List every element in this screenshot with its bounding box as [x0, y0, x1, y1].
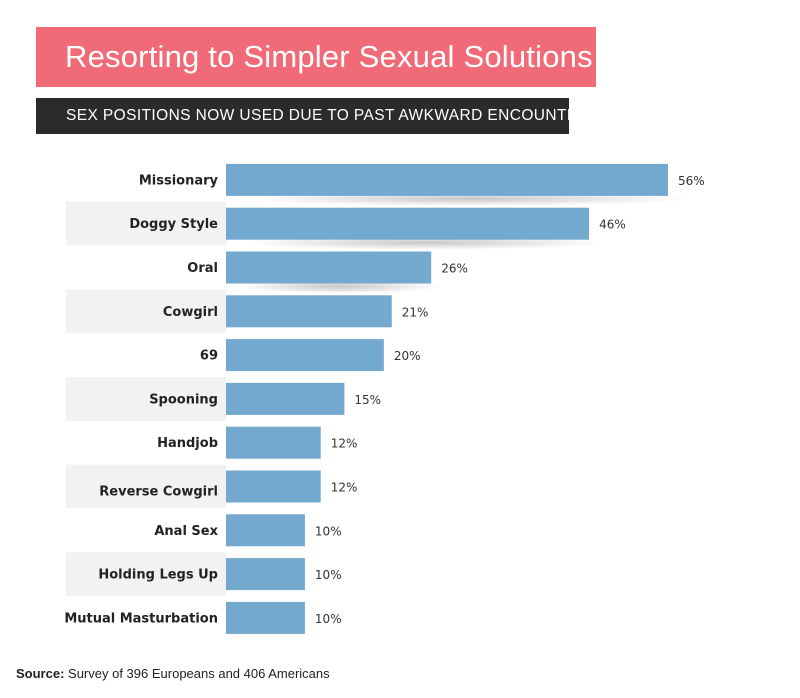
source-label: Source: [16, 666, 65, 681]
row-stripe [66, 289, 226, 334]
chart-subtitle: SEX POSITIONS NOW USED DUE TO PAST AWKWA… [36, 98, 600, 134]
category-label: 69 [200, 349, 218, 364]
value-label: 20% [394, 349, 421, 363]
value-label: 21% [402, 305, 429, 319]
row-stripe [66, 201, 226, 246]
value-label: 56% [678, 174, 705, 188]
bar [226, 558, 305, 591]
category-label: Holding Legs Up [98, 568, 218, 583]
bar [226, 251, 432, 284]
bar [226, 601, 305, 634]
value-label: 12% [331, 437, 358, 451]
value-label: 46% [599, 218, 626, 232]
category-label: Cowgirl [163, 305, 218, 320]
bar [226, 207, 590, 240]
category-label: Doggy Style [129, 217, 218, 232]
bar [226, 514, 305, 547]
value-label: 10% [315, 612, 342, 626]
bar [226, 339, 384, 372]
category-label: Anal Sex [154, 524, 218, 539]
value-label: 12% [331, 481, 358, 495]
row-stripe [66, 552, 226, 596]
category-label: Missionary [139, 173, 219, 188]
category-label: Reverse Cowgirl [99, 485, 218, 500]
source-note: Source: Survey of 396 Europeans and 406 … [16, 666, 330, 681]
category-label: Spooning [149, 392, 218, 407]
value-label: 26% [441, 262, 468, 276]
bar [226, 295, 392, 328]
bar [226, 426, 321, 459]
chart-title: Resorting to Simpler Sexual Solutions [36, 27, 596, 87]
row-stripe [66, 464, 226, 509]
row-stripe [66, 377, 226, 421]
category-label: Handjob [157, 436, 218, 451]
category-label: Mutual Masturbation [64, 611, 218, 626]
bar [226, 382, 345, 415]
bar [226, 470, 321, 503]
value-label: 15% [354, 393, 381, 407]
value-label: 10% [315, 568, 342, 582]
source-text: Survey of 396 Europeans and 406 American… [68, 666, 330, 681]
bar [226, 163, 668, 196]
value-label: 10% [315, 524, 342, 538]
category-label: Oral [187, 261, 218, 276]
